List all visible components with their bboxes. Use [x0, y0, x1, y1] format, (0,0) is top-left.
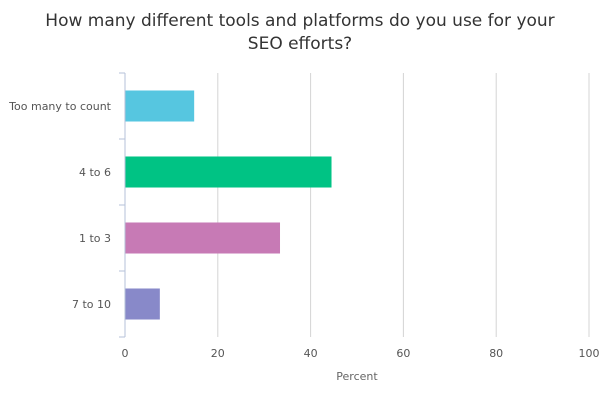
chart-title-line-2: SEO efforts? [248, 34, 352, 54]
x-tick-label-20: 20 [211, 347, 225, 360]
x-tick-labels: 0 20 40 60 80 100 [122, 347, 600, 360]
bars [125, 90, 332, 320]
category-labels: Too many to count 4 to 6 1 to 3 7 to 10 [8, 100, 112, 311]
category-label-1-to-3: 1 to 3 [79, 232, 111, 245]
bar-7-to-10 [125, 288, 160, 320]
category-label-too-many-to-count: Too many to count [8, 100, 112, 113]
bar-4-to-6 [125, 156, 332, 188]
x-tick-label-40: 40 [304, 347, 318, 360]
x-tick-label-0: 0 [122, 347, 129, 360]
axes [119, 72, 126, 338]
category-label-7-to-10: 7 to 10 [72, 298, 111, 311]
x-tick-label-80: 80 [489, 347, 503, 360]
bar-too-many-to-count [125, 90, 195, 122]
category-label-4-to-6: 4 to 6 [79, 166, 111, 179]
chart-title-line-1: How many different tools and platforms d… [45, 11, 554, 31]
x-tick-label-100: 100 [579, 347, 600, 360]
gridlines [217, 73, 590, 337]
x-axis-title: Percent [336, 370, 378, 383]
bar-1-to-3 [125, 222, 281, 254]
x-tick-label-60: 60 [396, 347, 410, 360]
